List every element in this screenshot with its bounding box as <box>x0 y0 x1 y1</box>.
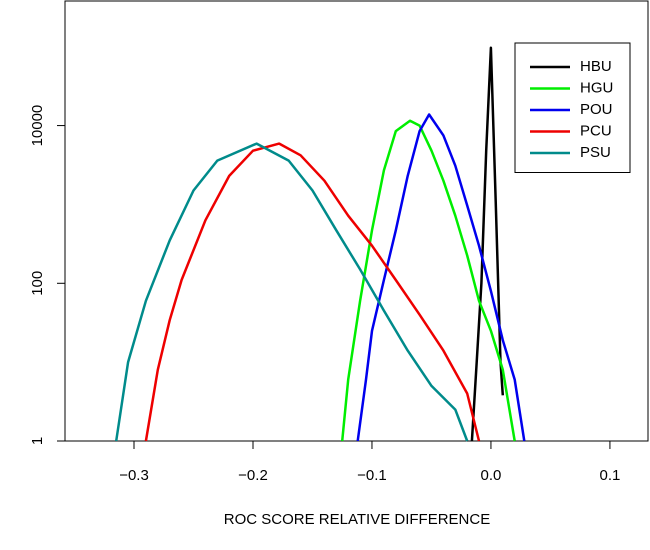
series-line <box>144 142 481 442</box>
x-tick-label: −0.1 <box>357 467 387 484</box>
legend-label: HBU <box>580 58 612 75</box>
legend-label: HGU <box>580 79 613 96</box>
legend-box <box>514 42 631 173</box>
y-tick-label: 1 <box>29 437 46 445</box>
x-axis-label: ROC SCORE RELATIVE DIFFERENCE <box>224 511 490 528</box>
x-tick-label: −0.3 <box>119 467 149 484</box>
legend-label: PCU <box>580 122 612 139</box>
x-tick-label: −0.2 <box>238 467 268 484</box>
x-tick-label: 0.0 <box>481 467 502 484</box>
legend-label: PSU <box>580 144 611 161</box>
series-line <box>470 46 505 442</box>
series-line <box>340 119 516 442</box>
legend-label: POU <box>580 101 613 118</box>
x-tick-label: 0.1 <box>599 467 620 484</box>
y-tick-label: 100 <box>29 271 46 296</box>
series-line <box>114 142 469 442</box>
y-tick-label: 10000 <box>29 105 46 147</box>
series-line <box>356 113 526 442</box>
plot-frame <box>64 0 649 442</box>
